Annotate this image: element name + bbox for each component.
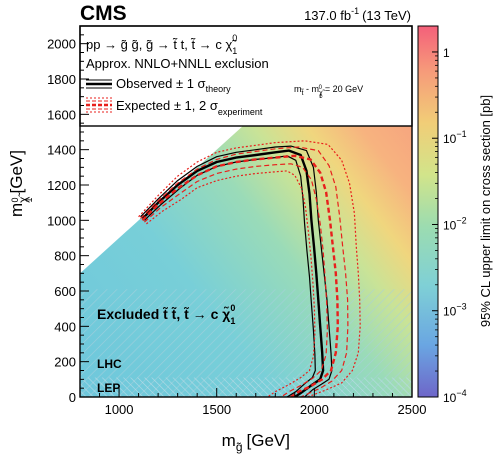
y-tick-label: 1800 (47, 72, 76, 87)
color-scale-frame (417, 25, 439, 398)
color-scale-bar (418, 26, 438, 397)
color-scale-label: 95% CL upper limit on cross section [pb] (478, 95, 493, 327)
lep-label: LEP (97, 381, 120, 395)
contour-observed-1-theory (143, 155, 316, 397)
z-tick-label: 10−2 (443, 215, 467, 232)
contour-expected-1-experiment (143, 163, 328, 397)
z-tick-label: 1 (443, 46, 450, 60)
legend-mass-diff: mt̃ - mχ̃0 1 = 20 GeV (294, 84, 363, 100)
y-tick-label: 200 (54, 355, 76, 370)
legend-approx: Approx. NNLO+NNLL exclusion (86, 56, 269, 71)
legend-observed: Observed ± 1 σtheory (116, 76, 231, 94)
contour-observed-1-theory (140, 145, 333, 397)
legend-expected: Expected ± 1, 2 σexperiment (116, 98, 263, 117)
contour-expected (141, 154, 339, 397)
experiment-label: CMS (80, 2, 127, 25)
x-tick-label: 2500 (398, 402, 427, 417)
y-tick-label: 600 (54, 284, 76, 299)
y-tick-label: 1200 (47, 178, 76, 193)
contour-observed (141, 149, 325, 397)
z-tick-label: 10−4 (443, 388, 467, 405)
x-tick-label: 2000 (300, 402, 329, 417)
legend-box (79, 25, 413, 127)
lhc-label: LHC (97, 357, 122, 371)
x-axis-ticks: 1000 1500 2000 2500 (79, 388, 427, 417)
y-tick-label: 1000 (47, 213, 76, 228)
x-axis-label: mg̃ [GeV] (222, 431, 290, 454)
color-scale-ticks: 1 10−1 10−2 10−3 10−4 (432, 25, 467, 405)
y-tick-label: 1600 (47, 107, 76, 122)
y-tick-label: 0 (69, 390, 76, 405)
y-axis-ticks: 0 200 400 600 800 1000 1200 1400 1600 1800 2000 (47, 25, 89, 405)
y-tick-label: 1400 (47, 143, 76, 158)
contour-expected-2-experiment (146, 170, 316, 397)
y-tick-label: 2000 (47, 37, 76, 52)
excluded-label: Excluded t̃ t̃, t̃ → c χ̃0 1 (97, 303, 235, 326)
y-tick-label: 400 (54, 319, 76, 334)
x-tick-label: 1500 (202, 402, 231, 417)
z-tick-label: 10−1 (443, 129, 467, 146)
contour-expected-1-experiment (140, 146, 349, 397)
y-axis-label: mχ̃0 1[GeV] (7, 150, 34, 217)
z-tick-label: 10−3 (443, 302, 467, 319)
lumi-label: 137.0 fb-1 (13 TeV) (304, 6, 411, 23)
contour-lines (138, 140, 361, 397)
legend-process: pp → g̃ g̃, g̃ → t̃ t, t̃ → c χ̃0 1 (86, 33, 237, 56)
lep-excluded-band (80, 377, 412, 397)
y-tick-label: 800 (54, 249, 76, 264)
x-tick-label: 1000 (105, 402, 134, 417)
